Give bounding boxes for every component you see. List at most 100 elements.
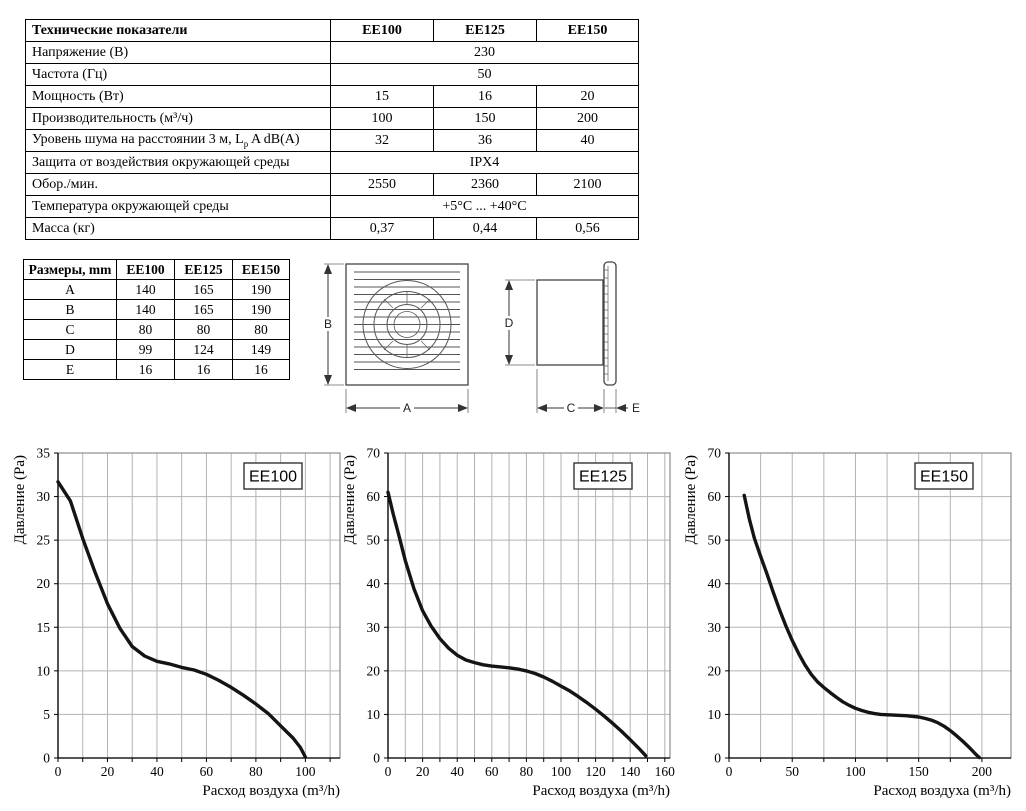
- plot-border: [387, 452, 671, 759]
- dim-row-label: B: [65, 301, 75, 317]
- chart-canvas: 0 20 40 60 80 100 120 140 160 0 10 20 30 40 50 60 70 Расх…: [342, 446, 676, 800]
- spec-row-value: 2360: [471, 176, 499, 192]
- svg-text:0: 0: [726, 764, 733, 779]
- spec-row-value: 0,37: [369, 220, 395, 236]
- table-row: A 140 165 190: [23, 279, 290, 300]
- svg-text:160: 160: [655, 764, 676, 779]
- dim-row-value: 140: [135, 301, 156, 317]
- chart-title: EE100: [249, 469, 297, 486]
- dim-row-value: 16: [196, 361, 211, 377]
- svg-text:60: 60: [485, 764, 499, 779]
- dim-row-value: 99: [138, 341, 153, 357]
- svg-text:50: 50: [708, 533, 722, 548]
- spec-row-label: Напряжение (В): [32, 44, 129, 60]
- dim-row-value: 80: [254, 321, 268, 337]
- fan-curve-chart-ee100: 0 20 40 60 80 100 0 5 10 15 20 25 30 35 Расход воздуха…: [10, 437, 355, 811]
- spec-row-value: 32: [375, 132, 389, 148]
- fan-curve-chart-ee150: 0 50 100 150 200 0 10 20 30 40 50 60 70 Расход воздух…: [681, 437, 1026, 811]
- fan-curve: [56, 480, 308, 759]
- x-axis-label: Расход воздуха (m³/h): [202, 783, 340, 799]
- axis-ticks: [725, 452, 983, 762]
- dim-row-value: 149: [250, 341, 272, 357]
- y-axis-label: Давление (Pa): [683, 455, 699, 544]
- chart-title-box: [914, 462, 974, 490]
- table-row: C 80 80 80: [23, 319, 290, 340]
- svg-text:0: 0: [43, 751, 50, 766]
- louver-edge-marks: [604, 269, 609, 375]
- svg-text:10: 10: [367, 707, 381, 722]
- svg-text:10: 10: [708, 707, 722, 722]
- svg-text:20: 20: [416, 764, 430, 779]
- label-bg: [400, 401, 414, 415]
- fan-curve-chart-ee125: 0 20 40 60 80 100 120 140 160 0 10 20 30 40 50 60 70 Расх…: [340, 437, 685, 811]
- label-bg: [502, 316, 516, 330]
- axis-ticks: [384, 452, 666, 762]
- spec-row-label: Частота (Гц): [32, 66, 108, 82]
- tick-labels: 0 20 40 60 80 100 120 140 160 0 10 20 30 40 50 60 70: [367, 446, 676, 780]
- spec-row-label: Производительность (м³/ч): [32, 110, 193, 126]
- svg-text:30: 30: [37, 489, 51, 504]
- x-axis-label: Расход воздуха (m³/h): [532, 783, 670, 799]
- svg-text:140: 140: [620, 764, 641, 779]
- dim-row-label: E: [65, 361, 75, 377]
- chart-canvas: 0 20 40 60 80 100 0 5 10 15 20 25 30 35 Расход воздуха…: [12, 446, 341, 799]
- dim-row-value: 80: [196, 321, 211, 337]
- svg-text:70: 70: [367, 446, 381, 461]
- height-dimension-label: B: [324, 317, 332, 331]
- spec-row-value: 230: [474, 44, 495, 60]
- dim-row-value: 16: [254, 361, 268, 377]
- dim-model-ee150: EE150: [241, 261, 281, 277]
- spec-row-value: 0,44: [472, 220, 498, 236]
- dim-row-value: 190: [250, 301, 272, 317]
- svg-text:50: 50: [367, 533, 381, 548]
- svg-text:60: 60: [200, 764, 214, 779]
- dim-model-ee100: EE100: [126, 261, 165, 277]
- svg-text:25: 25: [37, 533, 51, 548]
- front-panel-side: [603, 261, 617, 386]
- svg-text:0: 0: [385, 764, 392, 779]
- chart-title-box: [243, 462, 303, 490]
- svg-text:20: 20: [708, 663, 722, 678]
- diameter-dimension-label: D: [505, 316, 514, 330]
- svg-text:50: 50: [785, 764, 799, 779]
- spec-table: Технические показатели EE100 EE125 EE150…: [25, 19, 639, 240]
- spec-row-label: Защита от воздействия окружающей среды: [32, 154, 290, 170]
- spec-row-value: IPX4: [469, 154, 500, 170]
- dim-row-value: 190: [250, 281, 272, 297]
- dim-row-value: 80: [138, 321, 153, 337]
- flange-dimension-label: E: [632, 401, 640, 415]
- svg-text:120: 120: [585, 764, 606, 779]
- spec-row-value: 2100: [573, 176, 602, 192]
- spec-model-ee100: EE100: [362, 22, 402, 38]
- svg-text:0: 0: [55, 764, 62, 779]
- svg-text:40: 40: [708, 576, 722, 591]
- dim-model-ee125: EE125: [184, 261, 223, 277]
- chart-grid: [58, 453, 340, 758]
- svg-text:150: 150: [909, 764, 930, 779]
- spec-row-value: 2550: [368, 176, 396, 192]
- table-row: Производительность (м³/ч) 100 150 200: [25, 107, 639, 130]
- dim-row-value: 165: [193, 301, 214, 317]
- chart-grid: [729, 453, 1011, 758]
- fan-front-view-drawing: B A: [318, 256, 478, 422]
- table-row: Обор./мин. 2550 2360 2100: [25, 173, 639, 196]
- grille-louvers: [354, 271, 460, 370]
- x-axis-label: Расход воздуха (m³/h): [873, 783, 1011, 799]
- dim-row-label: C: [65, 321, 75, 337]
- spec-row-value: 16: [478, 88, 492, 104]
- spec-row-label: Уровень шума на расстоянии 3 м, Lp A dB(…: [32, 132, 300, 149]
- chart-title-box: [573, 462, 633, 490]
- table-row: Защита от воздействия окружающей среды I…: [25, 151, 639, 174]
- svg-text:40: 40: [450, 764, 464, 779]
- table-row: Температура окружающей среды +5°C ... +4…: [25, 195, 639, 218]
- fan-blade-marks: [374, 291, 440, 358]
- svg-text:100: 100: [845, 764, 866, 779]
- fan-duct-body: [536, 279, 604, 366]
- table-row: E 16 16 16: [23, 359, 290, 380]
- spec-row-value: 200: [577, 110, 598, 126]
- dim-row-value: 16: [138, 361, 153, 377]
- svg-text:30: 30: [367, 620, 381, 635]
- dim-row-label: A: [65, 281, 75, 297]
- svg-text:40: 40: [150, 764, 164, 779]
- svg-text:40: 40: [367, 576, 381, 591]
